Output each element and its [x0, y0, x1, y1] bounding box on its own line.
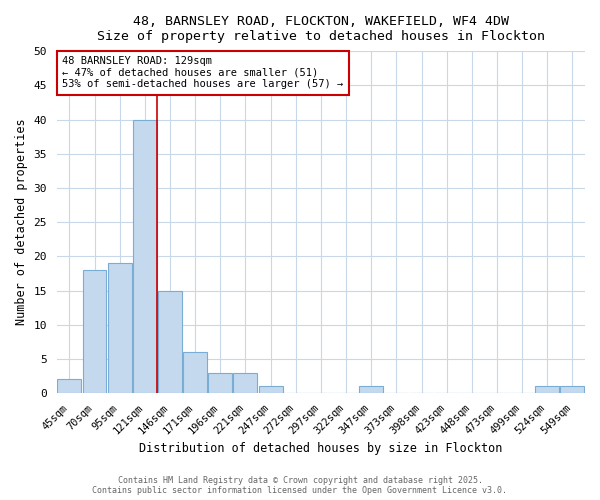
Bar [560, 386, 584, 393]
Bar [133, 120, 157, 393]
Title: 48, BARNSLEY ROAD, FLOCKTON, WAKEFIELD, WF4 4DW
Size of property relative to det: 48, BARNSLEY ROAD, FLOCKTON, WAKEFIELD, … [97, 15, 545, 43]
Bar [83, 270, 106, 393]
Text: 48 BARNSLEY ROAD: 129sqm
← 47% of detached houses are smaller (51)
53% of semi-d: 48 BARNSLEY ROAD: 129sqm ← 47% of detach… [62, 56, 343, 90]
Bar [259, 386, 283, 393]
Bar [208, 372, 232, 393]
Bar [58, 380, 82, 393]
Bar [359, 386, 383, 393]
Bar [233, 372, 257, 393]
Y-axis label: Number of detached properties: Number of detached properties [15, 119, 28, 326]
Text: Contains HM Land Registry data © Crown copyright and database right 2025.
Contai: Contains HM Land Registry data © Crown c… [92, 476, 508, 495]
Bar [108, 263, 131, 393]
Bar [183, 352, 207, 393]
X-axis label: Distribution of detached houses by size in Flockton: Distribution of detached houses by size … [139, 442, 503, 455]
Bar [535, 386, 559, 393]
Bar [158, 290, 182, 393]
